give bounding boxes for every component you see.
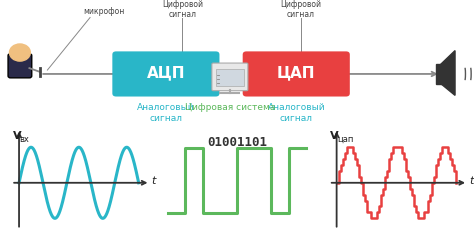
FancyBboxPatch shape [8,54,32,78]
Text: 01001101: 01001101 [207,136,267,149]
Circle shape [9,44,30,61]
Text: микрофон: микрофон [83,7,125,16]
Text: вх: вх [20,135,29,144]
Bar [216,69,244,87]
Text: Цифровой
сигнал: Цифровой сигнал [162,0,203,19]
Text: t: t [152,176,156,186]
Text: Аналоговый
сигнал: Аналоговый сигнал [267,103,325,123]
Bar [436,64,442,84]
Text: Аналоговый
сигнал: Аналоговый сигнал [137,103,195,123]
Text: АЦП: АЦП [146,66,185,81]
Text: Цифровая система: Цифровая система [185,103,275,112]
Text: цап: цап [337,135,354,144]
FancyBboxPatch shape [112,51,219,97]
Text: t: t [469,176,474,186]
Text: V: V [330,131,339,141]
FancyBboxPatch shape [243,51,350,97]
Polygon shape [441,51,455,95]
FancyBboxPatch shape [212,63,248,91]
Text: V: V [12,131,21,141]
Text: ЦАП: ЦАП [277,66,316,81]
Text: Цифровой
сигнал: Цифровой сигнал [281,0,321,19]
